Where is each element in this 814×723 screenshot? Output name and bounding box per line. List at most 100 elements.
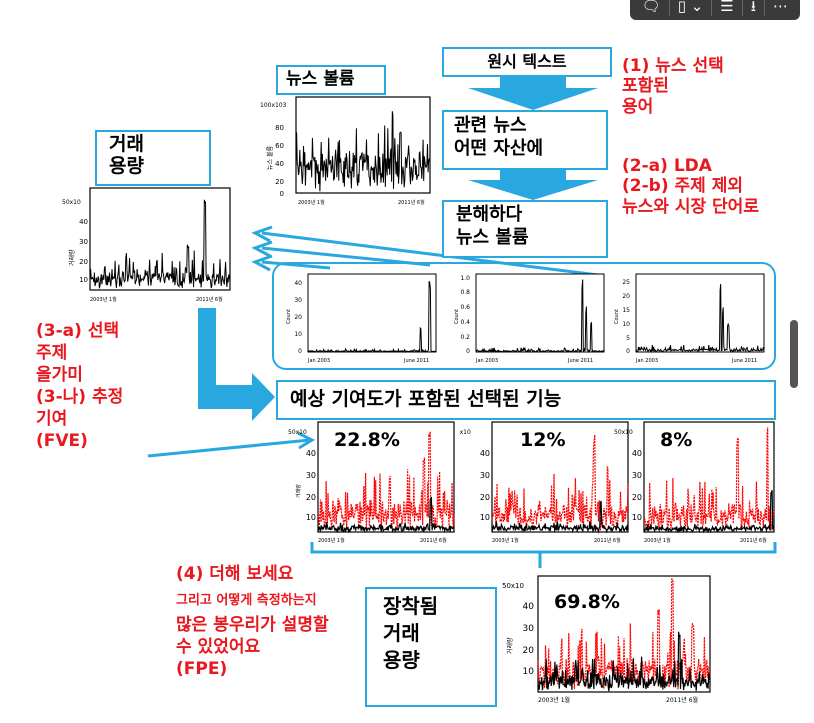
trade-top-label: 50x10: [62, 199, 81, 206]
fitted-volume-box: 장착됨 거래 용량: [365, 587, 497, 707]
fitted-line-2: 거래: [383, 621, 420, 645]
fit-xstart: 2003년 1월: [538, 696, 570, 704]
feat1-xend: 2011년 6월: [420, 537, 447, 544]
feat2-tick: 40: [480, 449, 490, 458]
pointer-line-3: [261, 260, 331, 270]
feat2-tick: 20: [480, 493, 490, 502]
pointer-line-1: [261, 231, 599, 277]
feat3-tick: 30: [632, 471, 642, 480]
feat1-top: 50x10: [288, 429, 307, 436]
topic2-series: [475, 279, 604, 354]
fit-tick: 30: [523, 624, 535, 634]
trade-tick: 10: [79, 276, 88, 284]
news-vol-tick: 80: [275, 124, 284, 132]
feat2-top: 50x10: [460, 429, 471, 436]
step3-line: (3-나) 추정: [36, 387, 124, 408]
step2-line: (2-a) LDA: [622, 156, 712, 176]
feat3-black-series: [643, 489, 775, 534]
feat3-tick: 20: [632, 493, 642, 502]
related-news-line-1: 관련 뉴스: [454, 115, 527, 136]
topic1-tick: 10: [294, 331, 302, 338]
news-vol-xend: 2011년 6월: [398, 199, 425, 206]
feat3-top: 50x10: [614, 429, 633, 436]
step3-line: 주제: [36, 343, 68, 364]
decompose-line-1: 분해하다: [456, 204, 523, 225]
related-news-line-2: 어떤 자산에: [454, 137, 544, 159]
arrow-down-1: [468, 77, 598, 110]
topic1-series: [307, 280, 437, 354]
topic3-tick: 5: [626, 335, 630, 342]
trade-volume-chart: 50x10 40 30 20 10 거래량 2003년 1월 2011년 6월: [62, 187, 231, 303]
feat2-tick: 30: [480, 471, 490, 480]
trade-tick: 20: [79, 258, 88, 266]
fit-top: 50x10: [502, 582, 524, 590]
news-vol-ylabel: 뉴스 볼륨: [267, 146, 274, 170]
fit-tick: 40: [523, 602, 535, 612]
news-vol-xstart: 2003년 1월: [298, 199, 325, 206]
trade-tick: 30: [79, 238, 88, 246]
feat3-tick: 10: [632, 513, 642, 522]
topic1-xend: June 2011: [403, 358, 429, 364]
feat2-red-series: [491, 434, 629, 531]
feat1-tick: 30: [306, 471, 316, 480]
topic2-xstart: Jan 2003: [475, 358, 498, 364]
feat1-percent: 22.8%: [334, 429, 400, 451]
fit-ylabel: 거래량: [506, 637, 514, 654]
decompose-box: 분해하다 뉴스 볼륨: [442, 200, 608, 258]
comment-icon[interactable]: 🗨: [634, 0, 670, 16]
feat2-black-series: [491, 500, 629, 534]
topic3-xstart: Jan 2003: [635, 358, 658, 364]
feat1-red-series: [317, 431, 455, 532]
fitted-line-3: 용량: [383, 648, 420, 672]
trade-volume-series: [89, 199, 231, 289]
topic-chart-1: 40 30 20 10 0 Count Jan 2003 June 2011: [286, 273, 437, 364]
step1-line: 포함된: [622, 76, 669, 97]
topic2-tick: 0.4: [460, 319, 470, 326]
fit-xend: 2011년 6월: [666, 696, 698, 704]
feat1-xstart: 2003년 1월: [318, 537, 345, 544]
topic-chart-2: 1.0 0.8 0.6 0.4 0.2 0 Count Jan 2003 Jun…: [454, 273, 605, 364]
step3-line: (3-a) 선택: [36, 321, 120, 341]
bookmark-icon[interactable]: ▯ ⌄: [670, 0, 713, 16]
viewer-toolbar: 🗨 ▯ ⌄ ☰ ⭳ ⋯: [629, 0, 800, 20]
feature-chart-2: 50x10 40 30 20 10 12% 2003년 1월 2011년 6월: [460, 421, 629, 544]
topic2-tick: 0.8: [460, 289, 470, 296]
fit-tick: 20: [523, 646, 535, 656]
topic-panel: [272, 262, 776, 370]
arrow-down-2: [468, 170, 598, 200]
fit-percent: 69.8%: [554, 591, 620, 613]
topic2-tick: 0.2: [460, 334, 470, 341]
list-icon[interactable]: ☰: [712, 0, 743, 16]
news-volume-series: [295, 111, 431, 192]
topic3-tick: 0: [626, 348, 630, 355]
feat3-tick: 40: [632, 449, 642, 458]
step3-line: 올가미: [36, 365, 83, 386]
scrollbar-thumb[interactable]: [790, 320, 798, 388]
feat2-xend: 2011년 6월: [594, 537, 621, 544]
news-vol-tick: 60: [275, 142, 284, 150]
more-icon[interactable]: ⋯: [773, 0, 788, 15]
fitted-volume-chart: 50x10 40 30 20 10 거래량 69.8% 2003년 1월 201…: [502, 575, 711, 704]
topic2-tick: 0.6: [460, 304, 470, 311]
raw-text-label: 원시 텍스트: [487, 52, 567, 71]
feat1-black-series: [317, 496, 455, 534]
step4-line: (FPE): [176, 659, 228, 680]
news-vol-tick: 40: [275, 160, 284, 168]
step1-line: (1) 뉴스 선택: [622, 56, 724, 76]
step4-line: 많은 봉우리가 설명할: [176, 615, 329, 635]
step2-line: 뉴스와 시장 단어로: [622, 196, 759, 217]
step4-subtitle: 그리고 어떻게 측정하는지: [176, 593, 317, 608]
trade-tick: 40: [79, 218, 88, 226]
topic1-ylabel: Count: [286, 309, 292, 324]
fitted-line-1: 장착됨: [383, 594, 439, 618]
topic1-tick: 30: [294, 297, 302, 304]
news-volume-chart: 100x103 80 60 40 20 0 뉴스 볼륨 2003년 1월 201…: [260, 96, 431, 206]
feat3-percent: 8%: [660, 429, 692, 451]
trade-xstart: 2003년 1월: [90, 296, 117, 303]
feat1-tick: 20: [306, 493, 316, 502]
topic-chart-3: 25 20 15 10 5 0 Count Jan 2003 June 2011: [614, 273, 765, 364]
news-vol-tick: 0: [280, 190, 284, 198]
feat3-red-series: [643, 427, 775, 531]
feat1-tick: 40: [306, 449, 316, 458]
download-icon[interactable]: ⭳: [743, 0, 765, 16]
